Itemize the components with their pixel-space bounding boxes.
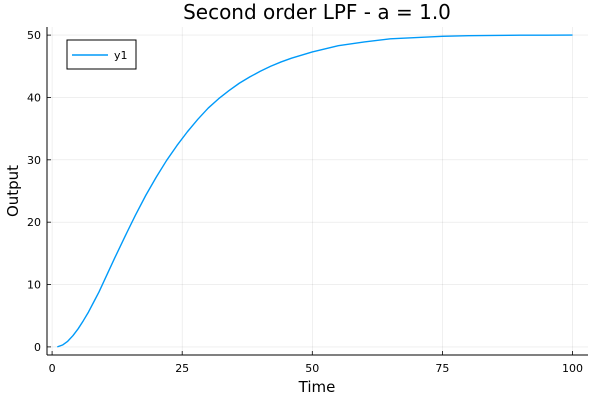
x-tick-label: 50	[305, 362, 319, 375]
y-tick-label: 10	[27, 279, 41, 292]
y-axis-label: Output	[4, 165, 22, 217]
chart-title: Second order LPF - a = 1.0	[183, 0, 451, 24]
y-tick-label: 50	[27, 29, 41, 42]
x-tick-label: 0	[49, 362, 56, 375]
y-tick-label: 40	[27, 91, 41, 104]
x-axis-label: Time	[298, 378, 336, 396]
series-line-y1	[57, 34, 573, 348]
series-group	[57, 34, 573, 348]
x-tick-label: 25	[175, 362, 189, 375]
x-tick-label: 100	[562, 362, 583, 375]
legend-label-y1: y1	[114, 49, 128, 62]
x-tick-label: 75	[435, 362, 449, 375]
legend: y1	[66, 39, 137, 70]
axis-ticks: 0 25 50 75 100 0 10 20 30 40 50	[27, 29, 583, 375]
y-tick-label: 30	[27, 154, 41, 167]
y-tick-label: 0	[34, 341, 41, 354]
y-tick-label: 20	[27, 216, 41, 229]
